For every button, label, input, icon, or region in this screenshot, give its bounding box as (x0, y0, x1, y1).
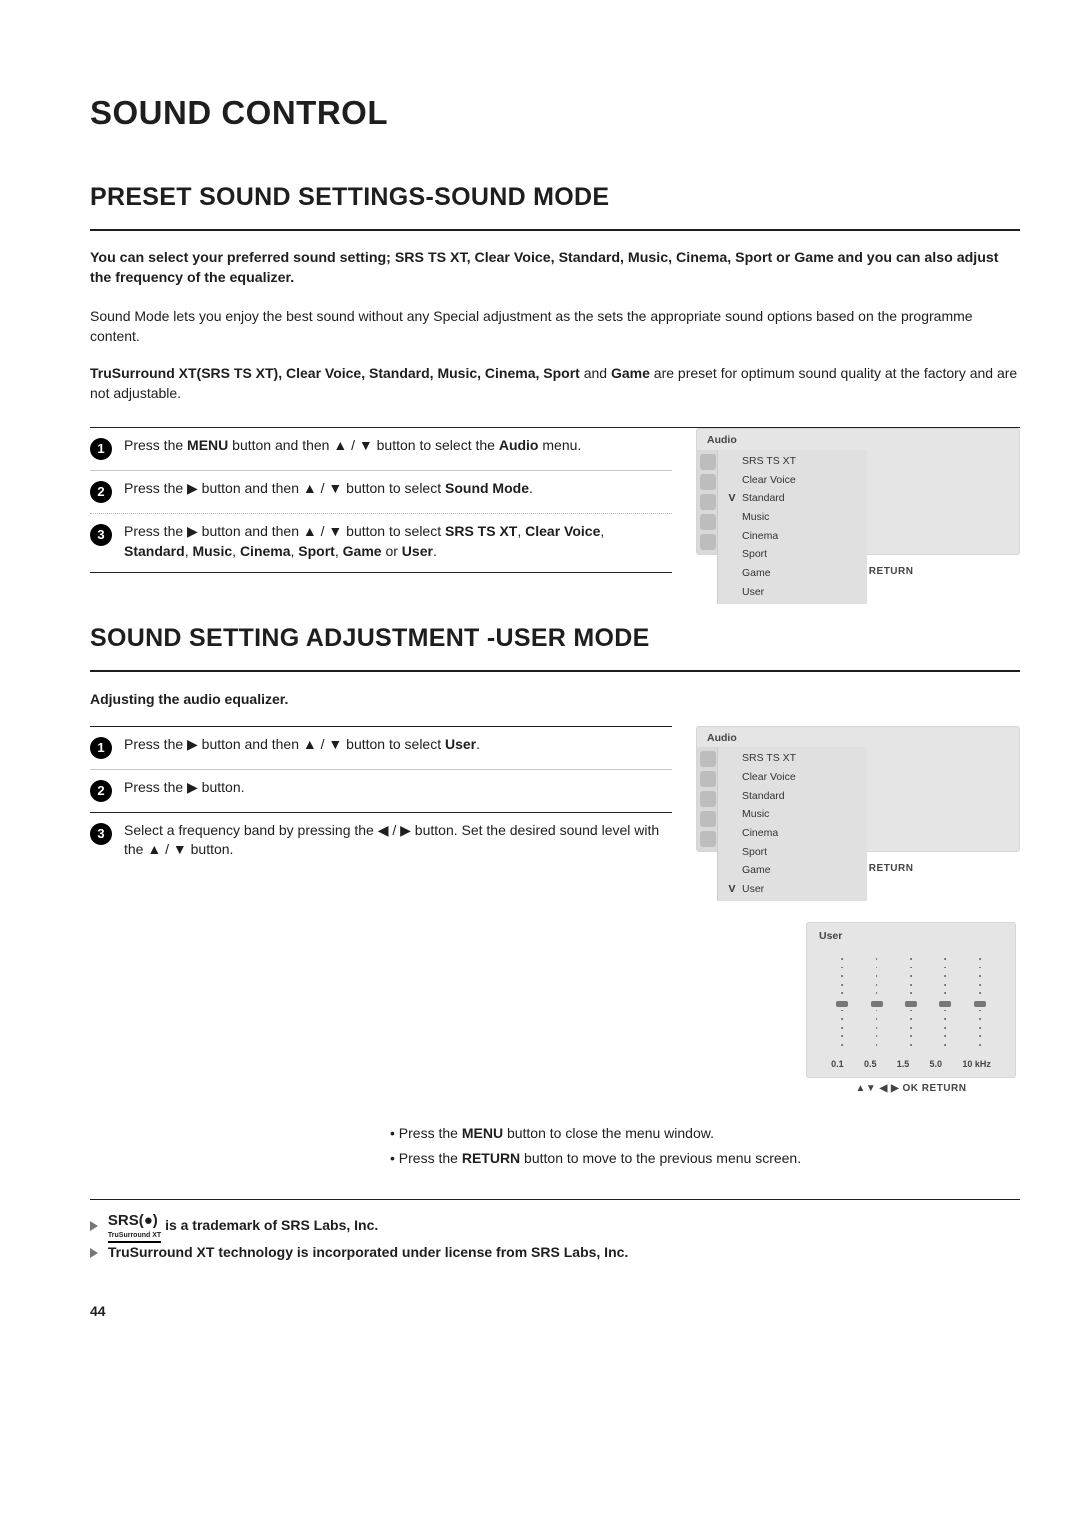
triangle-bullet-icon (90, 1248, 98, 1258)
eq-slider[interactable] (943, 958, 947, 1044)
user-step-1-text: Press the ▶ button and then ▲ / ▼ button… (124, 735, 480, 755)
step-number-badge: 3 (90, 524, 112, 546)
trademark-line-1: is a trademark of SRS Labs, Inc. (165, 1217, 378, 1233)
eq-footer-hint: ▲▼ ◀ ▶ OK RETURN (806, 1078, 1016, 1102)
osd-sidebar-icon (700, 831, 716, 847)
osd-sidebar-icon (700, 811, 716, 827)
osd-option-item[interactable]: VStandard (718, 489, 867, 508)
eq-slider[interactable] (840, 958, 844, 1044)
step-number-badge: 3 (90, 823, 112, 845)
user-step-1: 1 Press the ▶ button and then ▲ / ▼ butt… (90, 727, 672, 769)
step-1-text: Press the MENU button and then ▲ / ▼ but… (124, 436, 581, 456)
osd-option-item[interactable]: Game (718, 564, 867, 583)
step-number-badge: 1 (90, 737, 112, 759)
osd-sidebar-icon (700, 751, 716, 767)
osd-sidebar-icon (700, 494, 716, 510)
section-preset-title: PRESET SOUND SETTINGS-SOUND MODE (90, 180, 1020, 215)
eq-slider[interactable] (875, 958, 879, 1044)
step-3: 3 Press the ▶ button and then ▲ / ▼ butt… (90, 514, 672, 571)
step-number-badge: 1 (90, 438, 112, 460)
eq-band-label: 0.5 (864, 1058, 877, 1071)
osd-panel[interactable]: Audio Sound Mode▶Auto VolumeBalance0TV S… (696, 726, 1020, 853)
osd-sidebar-icon (700, 474, 716, 490)
sound-mode-para: Sound Mode lets you enjoy the best sound… (90, 307, 1020, 346)
bullet-return: • Press the RETURN button to move to the… (390, 1149, 1020, 1169)
osd-sidebar-icon (700, 534, 716, 550)
srs-logo: SRS(●) TruSurround XT (108, 1210, 161, 1243)
user-step-3-text: Select a frequency band by pressing the … (124, 821, 672, 860)
osd-option-item[interactable]: Sport (718, 545, 867, 564)
equalizer-panel[interactable]: User 0.1 0.5 1.5 5.0 10 kHz (806, 922, 1016, 1077)
osd-option-item[interactable]: Music (718, 508, 867, 527)
osd-option-item[interactable]: Clear Voice (718, 471, 867, 490)
osd-panel[interactable]: Audio Sound Mode▶Auto VolumeBalance0TV S… (696, 428, 1020, 555)
osd-option-item[interactable]: Clear Voice (718, 768, 867, 787)
step-number-badge: 2 (90, 481, 112, 503)
trademark-line-2: TruSurround XT technology is incorporate… (108, 1244, 628, 1260)
osd-title: Audio (697, 727, 1019, 748)
user-step-2: 2 Press the ▶ button. (90, 770, 672, 812)
osd-title: Audio (697, 429, 1019, 450)
eq-band-label: 1.5 (897, 1058, 910, 1071)
preset-note: TruSurround XT(SRS TS XT), Clear Voice, … (90, 364, 1020, 403)
page-number: 44 (90, 1302, 1020, 1322)
adjusting-subtitle: Adjusting the audio equalizer. (90, 690, 1020, 710)
osd-options-list: SRS TS XTClear VoiceStandardMusicCinemaS… (717, 747, 867, 901)
step-number-badge: 2 (90, 780, 112, 802)
osd-option-item[interactable]: Sport (718, 843, 867, 862)
user-step-2-text: Press the ▶ button. (124, 778, 245, 798)
step-1: 1 Press the MENU button and then ▲ / ▼ b… (90, 428, 672, 470)
osd-sidebar-icon (700, 791, 716, 807)
step-2-text: Press the ▶ button and then ▲ / ▼ button… (124, 479, 533, 499)
steps-user: 1 Press the ▶ button and then ▲ / ▼ butt… (90, 726, 672, 870)
osd-sidebar-icon (700, 771, 716, 787)
osd-audio-menu-2: Audio Sound Mode▶Auto VolumeBalance0TV S… (696, 726, 1020, 1102)
section-user-title: SOUND SETTING ADJUSTMENT -USER MODE (90, 621, 1020, 656)
page-title: SOUND CONTROL (90, 90, 1020, 136)
osd-option-item[interactable]: Cinema (718, 824, 867, 843)
osd-option-item[interactable]: Game (718, 861, 867, 880)
trademark-block: SRS(●) TruSurround XT is a trademark of … (90, 1210, 1020, 1262)
osd-audio-menu-1: Audio Sound Mode▶Auto VolumeBalance0TV S… (696, 428, 1020, 585)
eq-slider[interactable] (909, 958, 913, 1044)
step-3-text: Press the ▶ button and then ▲ / ▼ button… (124, 522, 672, 561)
eq-band-label: 10 kHz (962, 1058, 991, 1071)
intro-text: You can select your preferred sound sett… (90, 249, 1020, 289)
eq-slider[interactable] (978, 958, 982, 1044)
eq-band-label: 0.1 (831, 1058, 844, 1071)
osd-option-item[interactable]: Standard (718, 787, 867, 806)
section-rule (90, 229, 1020, 231)
osd-option-item[interactable]: Cinema (718, 527, 867, 546)
user-step-3: 3 Select a frequency band by pressing th… (90, 813, 672, 870)
triangle-bullet-icon (90, 1221, 98, 1231)
osd-sidebar-icon (700, 454, 716, 470)
divider (90, 572, 672, 573)
osd-sidebar-icon (700, 514, 716, 530)
osd-options-list: SRS TS XTClear VoiceVStandardMusicCinema… (717, 450, 867, 604)
section-rule (90, 670, 1020, 672)
osd-sidebar (697, 747, 719, 851)
eq-title: User (807, 923, 1015, 946)
osd-option-item[interactable]: SRS TS XT (718, 749, 867, 768)
osd-option-item[interactable]: SRS TS XT (718, 452, 867, 471)
osd-sidebar (697, 450, 719, 554)
eq-band-labels: 0.1 0.5 1.5 5.0 10 kHz (807, 1056, 1015, 1077)
osd-option-item[interactable]: Music (718, 805, 867, 824)
steps-preset: 1 Press the MENU button and then ▲ / ▼ b… (90, 428, 672, 572)
osd-option-item[interactable]: VUser (718, 880, 867, 899)
osd-option-item[interactable]: User (718, 583, 867, 602)
step-2: 2 Press the ▶ button and then ▲ / ▼ butt… (90, 471, 672, 513)
eq-band-label: 5.0 (930, 1058, 943, 1071)
bullet-menu-close: • Press the MENU button to close the men… (390, 1124, 1020, 1144)
closing-bullets: • Press the MENU button to close the men… (90, 1124, 1020, 1169)
divider (90, 1199, 1020, 1200)
eq-sliders[interactable] (807, 946, 1015, 1056)
